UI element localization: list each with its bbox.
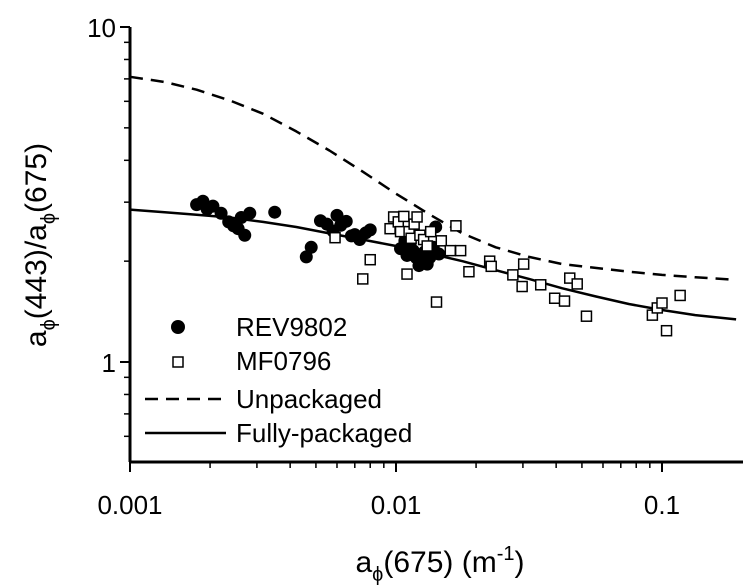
point-mf0796-38 <box>674 289 686 302</box>
legend-marker-mf0796 <box>172 356 184 368</box>
point-mf0796-19 <box>444 244 457 257</box>
point-rev9802-38 <box>432 247 446 261</box>
point-mf0796-12 <box>411 211 423 223</box>
ticks: 0.001 0.01 0.1 1 10 <box>87 13 680 520</box>
legend-label-unpackaged: Unpackaged <box>236 384 382 414</box>
point-rev9802-17 <box>330 208 344 222</box>
x-tick-label-2: 0.1 <box>644 490 680 520</box>
point-mf0796-16 <box>424 225 437 238</box>
point-rev9802-24 <box>363 223 377 237</box>
point-mf0796-8 <box>401 268 413 280</box>
x-label-sup: -1 <box>497 543 515 565</box>
legend-label-fully-packaged: Fully-packaged <box>236 418 412 448</box>
point-mf0796-22 <box>463 265 475 278</box>
point-rev9802-13 <box>304 240 318 254</box>
x-tick-label-0: 0.001 <box>97 490 162 520</box>
point-mf0796-25 <box>507 269 519 281</box>
point-mf0796-20 <box>450 220 462 232</box>
point-mf0796-21 <box>454 244 467 257</box>
point-mf0796-37 <box>660 324 673 337</box>
point-mf0796-28 <box>534 279 547 291</box>
point-rev9802-9 <box>238 228 252 242</box>
point-mf0796-18 <box>435 235 448 247</box>
point-mf0796-17 <box>430 296 443 308</box>
point-mf0796-26 <box>516 280 528 293</box>
x-label-sub: ϕ <box>372 564 383 586</box>
x-label-base: a <box>355 546 372 579</box>
x-label-rest: (675) (m <box>383 546 496 579</box>
markers <box>190 194 686 337</box>
point-rev9802-10 <box>243 206 257 220</box>
x-label-close: ) <box>515 546 525 579</box>
point-mf0796-33 <box>580 310 593 322</box>
point-mf0796-2 <box>364 253 376 266</box>
point-mf0796-15 <box>421 240 433 252</box>
point-rev9802-12 <box>299 250 313 264</box>
y-label-part-1: a <box>20 330 53 347</box>
y-tick-label-0: 1 <box>102 348 116 378</box>
y-label-part-3: (675) <box>20 143 53 213</box>
point-mf0796-29 <box>548 292 561 304</box>
point-mf0796-27 <box>517 258 530 270</box>
curves <box>129 75 737 321</box>
point-mf0796-0 <box>329 231 341 244</box>
y-tick-label-1: 10 <box>87 13 116 43</box>
x-tick-label-1: 0.01 <box>371 490 422 520</box>
point-mf0796-7 <box>398 210 410 223</box>
x-axis-label: aϕ(675) (m-1) <box>355 543 524 586</box>
y-axis-label: aϕ(443)/aϕ(675) <box>20 143 60 347</box>
point-mf0796-31 <box>564 272 576 284</box>
legend-label-rev9802: REV9802 <box>236 312 347 342</box>
axes <box>128 27 743 464</box>
legend-label-mf0796: MF0796 <box>236 346 331 376</box>
legend-marker-rev9802 <box>171 320 185 334</box>
point-mf0796-30 <box>558 295 571 307</box>
point-mf0796-24 <box>485 260 497 273</box>
point-rev9802-11 <box>268 205 282 219</box>
point-rev9802-19 <box>339 214 353 228</box>
y-label-sub-2: ϕ <box>38 213 60 224</box>
y-label-sub-1: ϕ <box>38 319 60 330</box>
point-rev9802-4 <box>214 206 228 220</box>
legend: REV9802 MF0796 Unpackaged Fully-packaged <box>145 312 412 448</box>
point-mf0796-1 <box>357 273 369 285</box>
point-mf0796-36 <box>656 297 668 309</box>
y-label-part-2: (443)/a <box>20 224 53 319</box>
point-mf0796-32 <box>571 278 583 290</box>
